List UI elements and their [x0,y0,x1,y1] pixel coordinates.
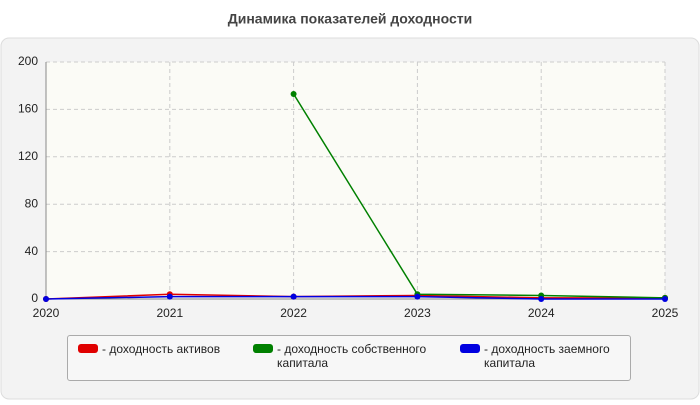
y-tick-label: 200 [18,54,38,68]
series-line [292,93,666,299]
legend-item: доходность собственного капитала [253,342,428,370]
legend-item: доходность заемного капитала [460,342,635,370]
x-tick-label: 2020 [33,306,60,320]
point [538,296,545,302]
y-tick-label: 40 [25,244,39,258]
y-tick-label: 0 [31,291,38,305]
point [290,293,297,300]
point [290,90,297,97]
y-tick-label: 80 [25,196,39,210]
point [166,293,173,300]
x-tick-label: 2023 [404,306,431,320]
plot-area [46,62,665,299]
legend: доходность активов доходность собственног… [67,335,631,381]
legend-label: доходность активов [102,342,220,356]
y-tick-label: 120 [18,149,38,163]
x-tick-label: 2025 [652,306,679,320]
chart-title: Динамика показателей доходности [228,11,473,27]
legend-item: доходность активов [78,342,253,356]
x-tick-label: 2024 [528,306,555,320]
x-tick-label: 2021 [156,306,183,320]
point [43,296,49,302]
series-line [45,295,665,300]
legend-label: доходность заемного капитала [484,342,635,370]
point [662,296,668,302]
point [414,293,421,300]
legend-label: доходность собственного капитала [277,342,428,370]
legend-swatch [253,344,273,353]
legend-swatch [460,344,480,353]
y-tick-label: 160 [18,102,38,116]
legend-swatch [78,344,98,353]
x-tick-label: 2022 [280,306,307,320]
